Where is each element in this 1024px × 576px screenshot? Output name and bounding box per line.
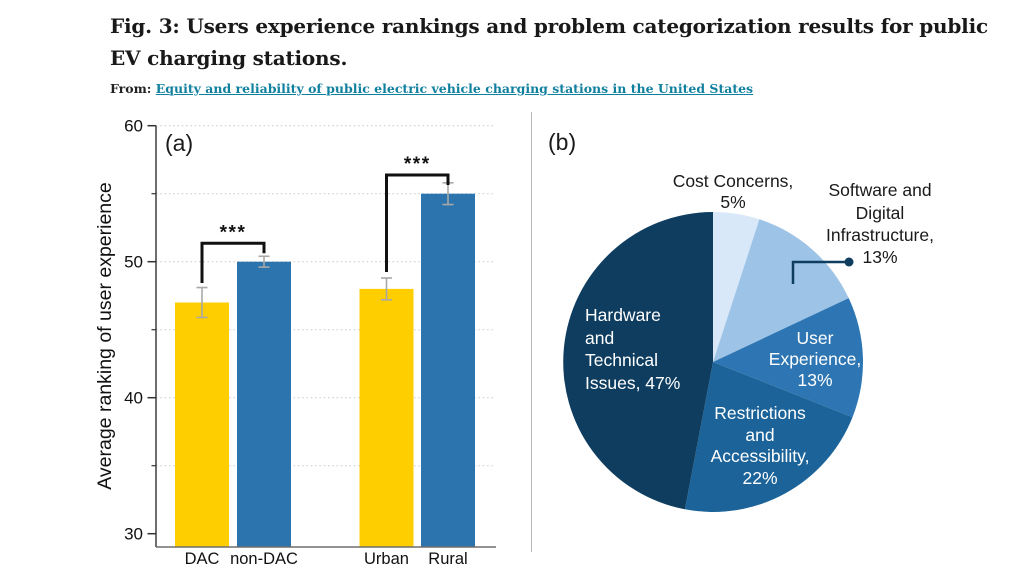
error-bar-urban [381, 277, 392, 301]
pie-label-restrictions-and-accessibility: Restrictions and Accessibility, 22% [711, 403, 810, 488]
sig-stars-dac-non-dac: *** [220, 222, 247, 243]
y-tick-label-60: 60 [124, 117, 143, 136]
x-label-non-dac: non-DAC [230, 550, 298, 568]
bar-non-dac [237, 261, 291, 547]
pie-label-user-experience: User Experience, 13% [769, 328, 861, 390]
source-line: From: Equity and reliability of public e… [110, 81, 753, 96]
sig-bracket-urban-rural [385, 173, 450, 272]
leader-line [791, 260, 845, 284]
pie-label-software-and-digital-infrastructure: Software and Digital Infrastructure, 13% [826, 180, 934, 267]
bar-dac [175, 302, 229, 547]
y-axis-title: Average ranking of user experience [95, 182, 116, 490]
panel-b-label: (b) [548, 129, 576, 155]
y-tick-label-50: 50 [124, 253, 143, 272]
pie-slice-restrictions-and-accessibility [684, 362, 853, 512]
error-bar-non-dac [258, 255, 270, 268]
figure-caption: Fig. 3: Users experience rankings and pr… [110, 14, 988, 70]
x-label-rural: Rural [428, 550, 467, 568]
y-tick-label-30: 30 [124, 525, 143, 544]
from-label: From: [110, 81, 152, 96]
panel-a-label: (a) [165, 130, 193, 156]
pie-label-hardware-and-technical-issues: Hardware and Technical Issues, 47% [585, 305, 680, 393]
sig-stars-urban-rural: *** [404, 154, 431, 175]
pie-chart-panel-b: Cost Concerns, 5% Software and Digital Infra… [548, 129, 934, 512]
sig-bracket-dac-non-dac [200, 241, 266, 283]
figure: 30 40 50 60 DAC non-DAC Urban Rural *** *** (a) Ave… [0, 108, 1024, 576]
pie-slice-cost-concerns [713, 211, 760, 362]
source-link[interactable]: Equity and reliability of public electri… [155, 81, 754, 96]
y-tick-label-40: 40 [124, 389, 143, 408]
x-label-dac: DAC [185, 550, 220, 568]
bar-chart-panel-a: 30 40 50 60 DAC non-DAC Urban Rural *** *** (a) Ave… [95, 117, 496, 568]
bar-rural [421, 193, 475, 547]
pie-slice-hardware-and-technical-issues [563, 212, 713, 510]
error-bar-dac [196, 286, 208, 319]
panel-separator [531, 112, 532, 552]
bar-urban [359, 288, 414, 547]
pie-slice-user-experience [713, 298, 864, 418]
x-label-urban: Urban [364, 550, 409, 568]
pie-label-cost-concerns: Cost Concerns, 5% [673, 171, 794, 212]
pie-slice-software-and-digital-infrastructure [713, 219, 849, 362]
leader-dot [844, 257, 854, 267]
